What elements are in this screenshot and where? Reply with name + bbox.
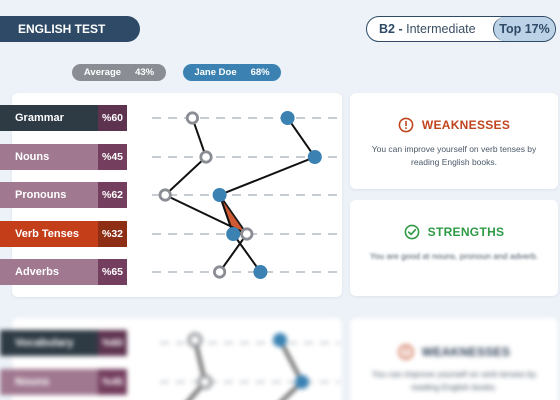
weaknesses-text: You can improve yourself on verb tenses … <box>371 144 537 167</box>
skill-label: Grammar <box>0 105 98 131</box>
point-average-grammar <box>185 111 199 125</box>
skill-row-grammar: Grammar %60 <box>0 105 127 131</box>
skill-label: Verb Tenses <box>0 221 98 247</box>
strengths-card: STRENGTHS You are good at nouns, pronoun… <box>350 200 558 296</box>
point-jane-doe-verb-tenses <box>226 227 241 241</box>
skill-value: %32 <box>98 221 127 247</box>
legend-user-value: 68% <box>250 67 270 78</box>
legend-average-value: 43% <box>135 67 155 78</box>
point-jane-doe-nouns <box>307 150 322 164</box>
skill-row-pronouns: Pronouns %62 <box>0 182 127 208</box>
skill-row-adverbs: Adverbs %65 <box>0 259 127 285</box>
skills-line-chart <box>152 111 340 279</box>
weaknesses-heading: WEAKNESSES <box>350 117 558 133</box>
weaknesses-title: WEAKNESSES <box>421 118 511 132</box>
blurred-preview-section: Vocabulary %60 Nouns %45 WEAKNESSES You … <box>0 318 560 400</box>
skill-value: %45 <box>98 369 127 395</box>
skill-value: %60 <box>98 330 127 356</box>
blurred-skill-row-vocabulary: Vocabulary %60 <box>0 330 127 356</box>
skill-row-nouns: Nouns %45 <box>0 144 127 170</box>
strengths-heading: STRENGTHS <box>350 224 558 240</box>
strengths-title: STRENGTHS <box>427 225 505 239</box>
skill-label: Nouns <box>0 144 98 170</box>
skill-row-verb-tenses: Verb Tenses %32 <box>0 221 127 247</box>
test-title: ENGLISH TEST <box>0 16 140 42</box>
point-average-pronouns <box>158 188 172 202</box>
alert-icon <box>398 344 414 360</box>
point-average-verb-tenses <box>240 227 254 241</box>
legend-user-label: Jane Doe <box>194 67 237 78</box>
level-code: B2 <box>379 22 395 36</box>
legend-average-label: Average <box>83 67 122 78</box>
skill-label: Adverbs <box>0 259 98 285</box>
point-average-nouns <box>199 150 213 164</box>
blurred-weaknesses-card: WEAKNESSES You can improve yourself on v… <box>350 318 558 400</box>
skill-value: %65 <box>98 259 127 285</box>
level-name: Intermediate <box>406 22 476 36</box>
point-jane-doe-grammar <box>280 111 295 125</box>
skill-label: Nouns <box>0 369 98 395</box>
skill-label: Vocabulary <box>0 330 98 356</box>
skill-value: %62 <box>98 182 127 208</box>
rank-badge: Top 17% <box>493 17 555 41</box>
skill-label: Pronouns <box>0 182 98 208</box>
weaknesses-card: WEAKNESSES You can improve yourself on v… <box>350 93 558 189</box>
level-separator: - <box>398 22 403 36</box>
blurred-chart-lines <box>160 332 340 400</box>
blurred-skill-row-nouns: Nouns %45 <box>0 369 127 395</box>
strengths-text: You are good at nouns, pronoun and adver… <box>369 251 539 261</box>
blurred-weaknesses-heading: WEAKNESSES <box>350 344 558 360</box>
legend-average: Average 43% <box>72 64 166 81</box>
point-average-adverbs <box>213 265 227 279</box>
point-jane-doe-adverbs <box>253 265 268 279</box>
skill-value: %60 <box>98 105 127 131</box>
level-text: B2 - Intermediate <box>367 22 493 36</box>
level-badge: B2 - Intermediate Top 17% <box>366 16 556 42</box>
blurred-weaknesses-text: You can improve yourself on verb tenses … <box>371 369 537 392</box>
point-jane-doe-pronouns <box>212 188 227 202</box>
alert-icon <box>398 117 414 133</box>
skill-value: %45 <box>98 144 127 170</box>
blurred-weaknesses-title: WEAKNESSES <box>421 345 511 359</box>
legend-user: Jane Doe 68% <box>183 64 281 81</box>
check-circle-icon <box>404 224 420 240</box>
